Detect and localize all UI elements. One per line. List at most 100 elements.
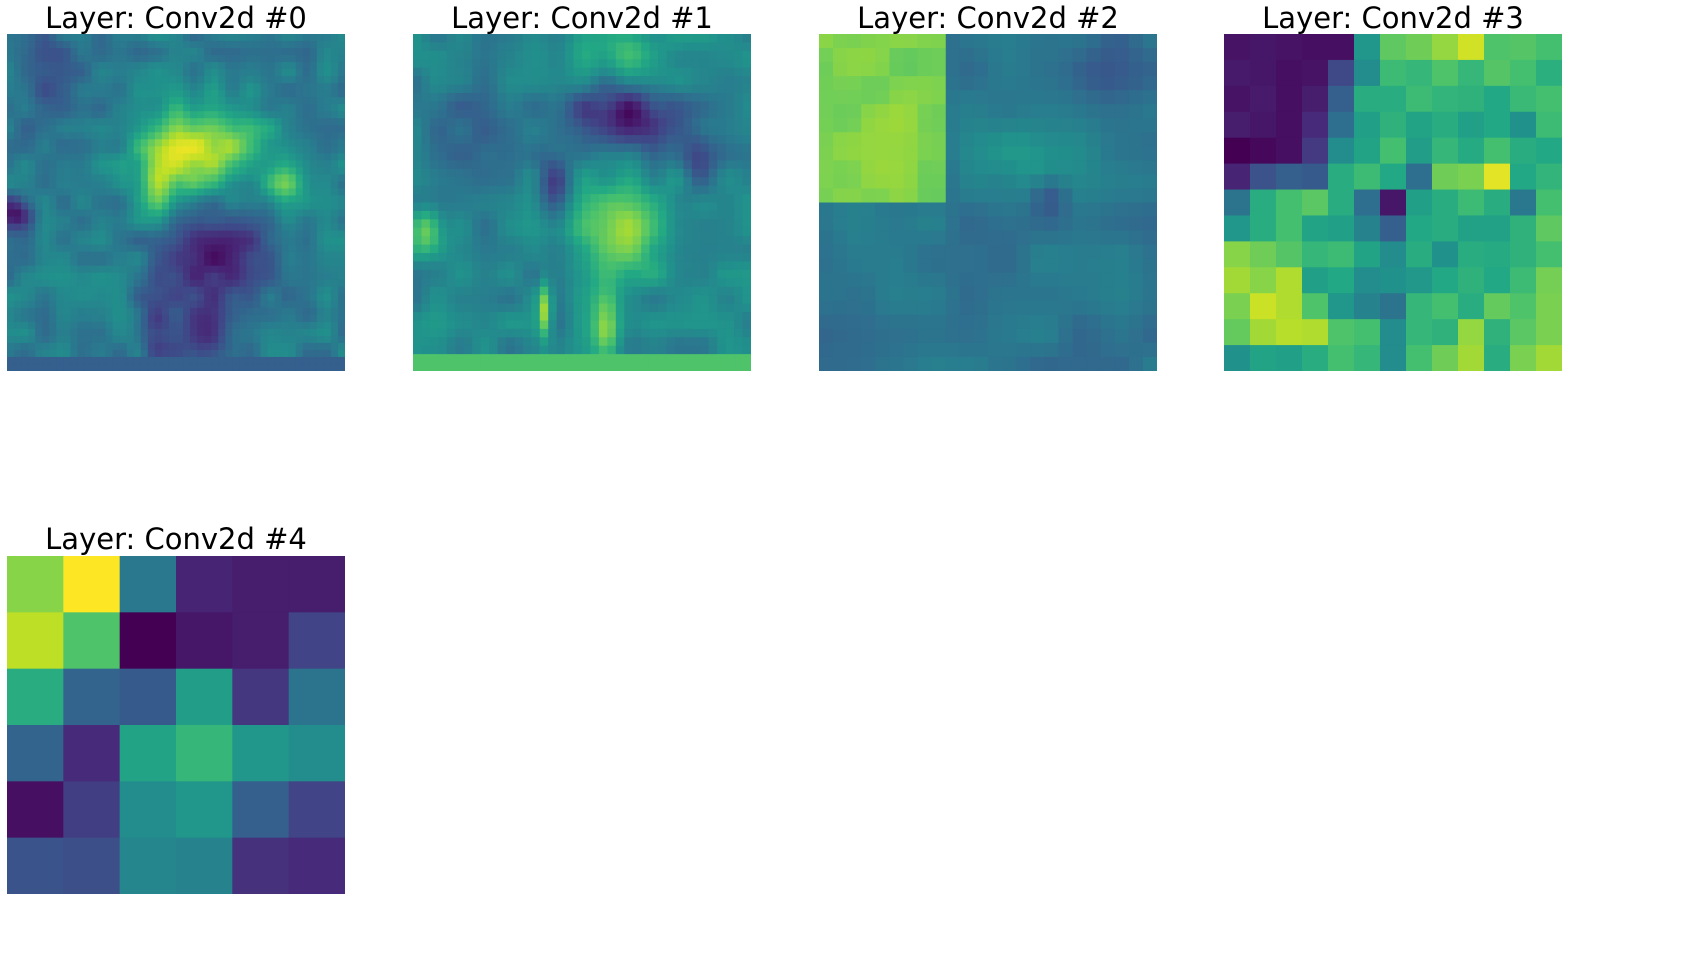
heatmap-cell <box>309 335 318 344</box>
heatmap-cell <box>147 76 156 84</box>
heatmap-cell <box>573 219 583 229</box>
heatmap-cell <box>833 188 848 204</box>
heatmap-cell <box>316 202 325 211</box>
heatmap-cell <box>1458 163 1485 191</box>
heatmap-cell <box>607 328 617 338</box>
heatmap-cell <box>683 76 693 86</box>
heatmap-cell <box>91 139 100 147</box>
heatmap-cell <box>666 244 676 254</box>
heatmap-cell <box>674 143 684 153</box>
heatmap-cell <box>260 104 269 112</box>
heatmap-cell <box>666 194 676 204</box>
heatmap-cell <box>119 202 128 211</box>
heatmap-cell <box>959 34 975 49</box>
heatmap-cell <box>161 244 170 253</box>
heatmap-cell <box>63 272 71 281</box>
heatmap-cell <box>309 279 318 288</box>
heatmap-cell <box>49 244 57 253</box>
heatmap-cell <box>154 286 163 295</box>
heatmap-cell <box>531 295 541 305</box>
heatmap-cell <box>819 104 834 119</box>
heatmap-cell <box>717 126 727 136</box>
heatmap-cell <box>176 356 184 365</box>
heatmap-cell <box>49 48 57 56</box>
heatmap-cell <box>281 237 290 246</box>
heatmap-cell <box>683 328 693 338</box>
heatmap-cell <box>56 258 64 267</box>
heatmap-cell <box>514 135 524 145</box>
heatmap-cell <box>84 293 93 302</box>
heatmap-cell <box>734 101 744 111</box>
heatmap-cell <box>133 160 142 168</box>
heatmap-cell <box>218 132 226 140</box>
heatmap-cell <box>917 34 933 49</box>
heatmap-cell <box>14 265 22 274</box>
heatmap-cell <box>674 227 684 237</box>
heatmap-cell <box>539 354 549 364</box>
heatmap-cell <box>429 261 439 271</box>
heatmap-cell <box>63 69 71 77</box>
heatmap-cell <box>49 83 57 91</box>
heatmap-cell <box>421 320 431 330</box>
heatmap-cell <box>246 307 255 316</box>
heatmap-cell <box>573 303 583 313</box>
heatmap-cell <box>35 167 43 176</box>
heatmap-cell <box>98 97 107 105</box>
heatmap-cell <box>1044 300 1060 316</box>
heatmap-cell <box>239 272 248 281</box>
heatmap-cell <box>14 195 22 204</box>
heatmap-cell <box>218 48 226 56</box>
heatmap-cell <box>323 244 332 253</box>
heatmap-cell <box>666 185 676 195</box>
heatmap-cell <box>421 135 431 145</box>
heatmap-cell <box>218 293 226 302</box>
heatmap-cell <box>717 286 727 296</box>
heatmap-cell <box>548 194 558 204</box>
heatmap-cell <box>674 135 684 145</box>
heatmap-cell <box>246 104 255 112</box>
heatmap-cell <box>480 295 490 305</box>
heatmap-cell <box>649 295 659 305</box>
heatmap-cell <box>267 230 276 239</box>
heatmap-cell <box>140 76 149 84</box>
heatmap-cell <box>598 135 608 145</box>
heatmap-cell <box>260 314 269 323</box>
heatmap-cell <box>455 345 465 355</box>
heatmap-cell <box>531 143 541 153</box>
heatmap-cell <box>211 307 219 316</box>
heatmap-cell <box>246 251 255 260</box>
heatmap-cell <box>734 312 744 322</box>
heatmap-cell <box>674 118 684 128</box>
heatmap-cell <box>717 219 727 229</box>
heatmap-cell <box>337 251 345 260</box>
heatmap-cell <box>973 314 989 330</box>
heatmap-cell <box>7 174 15 183</box>
heatmap-cell <box>489 118 499 128</box>
heatmap-cell <box>725 151 735 161</box>
heatmap-cell <box>190 265 198 274</box>
heatmap-cell <box>489 312 499 322</box>
heatmap-cell <box>309 174 318 183</box>
heatmap-cell <box>666 109 676 119</box>
heatmap-cell <box>565 244 575 254</box>
heatmap-cell <box>505 118 515 128</box>
heatmap-cell <box>514 34 524 44</box>
heatmap-cell <box>463 269 473 279</box>
heatmap-cell <box>183 146 191 154</box>
heatmap-cell <box>1224 137 1251 165</box>
heatmap-cell <box>260 300 269 309</box>
heatmap-cell <box>274 356 283 365</box>
heatmap-cell <box>274 237 283 246</box>
heatmap-cell <box>330 237 339 246</box>
heatmap-cell <box>988 216 1003 232</box>
heatmap-cell <box>556 269 566 279</box>
heatmap-cell <box>658 177 668 187</box>
heatmap-cell <box>302 258 311 267</box>
heatmap-cell <box>288 251 297 260</box>
heatmap-cell <box>246 146 255 154</box>
heatmap-cell <box>847 314 862 330</box>
heatmap-cell <box>1086 174 1102 190</box>
heatmap-cell <box>281 139 290 147</box>
heatmap-cell <box>232 188 240 197</box>
heatmap-cell <box>147 153 156 161</box>
